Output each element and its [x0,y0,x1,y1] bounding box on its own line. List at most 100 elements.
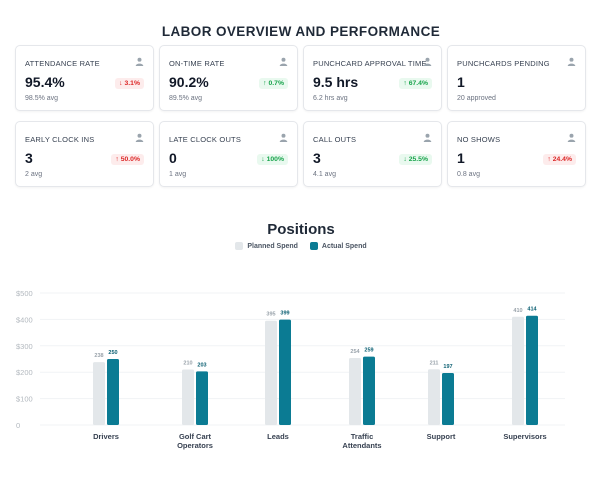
planned-spend-bar [93,362,105,425]
y-tick-label: $300 [16,342,33,351]
actual-spend-data-label: 399 [280,311,289,317]
trend-badge: ↑ 0.7% [259,78,288,89]
actual-spend-bar [279,319,291,425]
person-icon [279,133,288,142]
kpi-card-grid: ATTENDANCE RATE 95.4% ↓ 3.1% 98.5% avg ON-TIM… [15,45,587,187]
kpi-card-subtext: 1 avg [169,171,187,178]
y-tick-label: $500 [16,289,33,298]
trend-badge-value: 25.5% [408,156,428,163]
y-tick-label: $100 [16,395,33,404]
person-icon [567,133,576,142]
legend-label-actual: Actual Spend [321,242,367,250]
x-tick-label: Attendants [342,441,381,450]
trend-badge-value: 24.4% [552,156,572,163]
legend-item-actual[interactable]: Actual Spend [309,242,367,250]
trend-badge: ↑ 50.0% [111,154,144,165]
actual-spend-data-label: 203 [197,362,206,368]
trend-badge: ↑ 67.4% [399,78,432,89]
kpi-card-value: 1 [457,150,465,166]
planned-spend-data-label: 410 [513,308,522,314]
actual-spend-data-label: 250 [108,350,117,356]
kpi-card[interactable]: ATTENDANCE RATE 95.4% ↓ 3.1% 98.5% avg [15,45,154,111]
planned-spend-data-label: 238 [94,353,103,359]
planned-spend-bar [349,357,361,425]
person-icon [135,57,144,66]
planned-spend-bar [182,369,194,425]
x-tick-label: Traffic [351,432,374,441]
kpi-card[interactable]: EARLY CLOCK INS 3 ↑ 50.0% 2 avg [15,121,154,187]
person-icon [279,57,288,66]
arrow-up-icon: ↑ [263,80,267,87]
planned-spend-bar [265,320,277,425]
kpi-card-subtext: 20 approved [457,95,496,102]
kpi-card-value: 3 [25,150,33,166]
trend-badge-value: 100% [266,156,284,163]
kpi-card[interactable]: LATE CLOCK OUTS 0 ↓ 100% 1 avg [159,121,298,187]
actual-spend-bar [526,315,538,425]
kpi-card-label: CALL OUTS [313,135,357,144]
planned-spend-data-label: 210 [183,361,192,367]
actual-spend-data-label: 259 [364,348,373,354]
planned-spend-bar [512,316,524,425]
kpi-card[interactable]: PUNCHCARDS PENDING 1 20 approved [447,45,586,111]
kpi-card-subtext: 89.5% avg [169,95,203,102]
trend-badge: ↑ 24.4% [543,154,576,165]
kpi-card-value: 1 [457,74,465,90]
kpi-card-subtext: 4.1 avg [313,171,336,178]
kpi-card[interactable]: ON-TIME RATE 90.2% ↑ 0.7% 89.5% avg [159,45,298,111]
arrow-up-icon: ↑ [403,80,407,87]
kpi-card-subtext: 0.8 avg [457,171,480,178]
kpi-card[interactable]: NO SHOWS 1 ↑ 24.4% 0.8 avg [447,121,586,187]
y-tick-label: 0 [16,421,20,430]
planned-spend-data-label: 254 [350,349,360,355]
kpi-card-label: PUNCHCARDS PENDING [457,59,550,68]
chart-title: Positions [267,221,335,238]
legend-label-planned: Planned Spend [247,242,298,250]
kpi-card-value: 9.5 hrs [313,74,359,90]
kpi-card-label: LATE CLOCK OUTS [169,135,242,144]
trend-badge-value: 0.7% [268,80,285,87]
x-tick-label: Operators [177,441,213,450]
person-icon [423,57,432,66]
x-tick-label: Leads [267,432,289,441]
kpi-card-label: EARLY CLOCK INS [25,135,95,144]
planned-spend-data-label: 211 [430,360,439,366]
legend-swatch-actual [309,242,318,250]
kpi-card-label: ON-TIME RATE [169,59,225,68]
y-tick-label: $200 [16,368,33,377]
kpi-card-value: 3 [313,150,321,166]
actual-spend-bar [442,372,454,425]
x-tick-label: Golf Cart [179,432,212,441]
planned-spend-data-label: 395 [266,312,275,318]
arrow-down-icon: ↓ [403,156,407,163]
actual-spend-data-label: 197 [443,364,452,370]
kpi-card-subtext: 2 avg [25,171,43,178]
kpi-card[interactable]: CALL OUTS 3 ↓ 25.5% 4.1 avg [303,121,442,187]
y-tick-label: $400 [16,315,33,324]
arrow-up-icon: ↑ [115,156,119,163]
kpi-card-label: NO SHOWS [457,135,501,144]
kpi-card-subtext: 98.5% avg [25,95,59,102]
arrow-down-icon: ↓ [119,80,123,87]
kpi-card[interactable]: PUNCHCARD APPROVAL TIME 9.5 hrs ↑ 67.4% 6.2 … [303,45,442,111]
planned-spend-bar [428,369,440,425]
kpi-card-value: 90.2% [169,74,209,90]
positions-bar-chart: 0 $100 $200 $300 $400 $500 238 250 Drivers 210 203… [16,289,565,450]
trend-badge: ↓ 3.1% [115,78,144,89]
arrow-up-icon: ↑ [547,156,551,163]
person-icon [423,133,432,142]
kpi-card-subtext: 6.2 hrs avg [313,95,348,102]
trend-badge: ↓ 100% [257,154,288,165]
person-icon [135,133,144,142]
kpi-card-label: PUNCHCARD APPROVAL TIME [313,59,427,68]
trend-badge: ↓ 25.5% [399,154,432,165]
kpi-card-label: ATTENDANCE RATE [25,59,100,68]
x-tick-label: Drivers [93,432,119,441]
actual-spend-bar [363,356,375,425]
legend-item-planned[interactable]: Planned Spend [235,242,298,250]
trend-badge-value: 3.1% [124,80,141,87]
actual-spend-bar [196,371,208,425]
kpi-card-value: 95.4% [25,74,65,90]
page-title: LABOR OVERVIEW AND PERFORMANCE [161,24,441,39]
x-tick-label: Support [427,432,456,441]
